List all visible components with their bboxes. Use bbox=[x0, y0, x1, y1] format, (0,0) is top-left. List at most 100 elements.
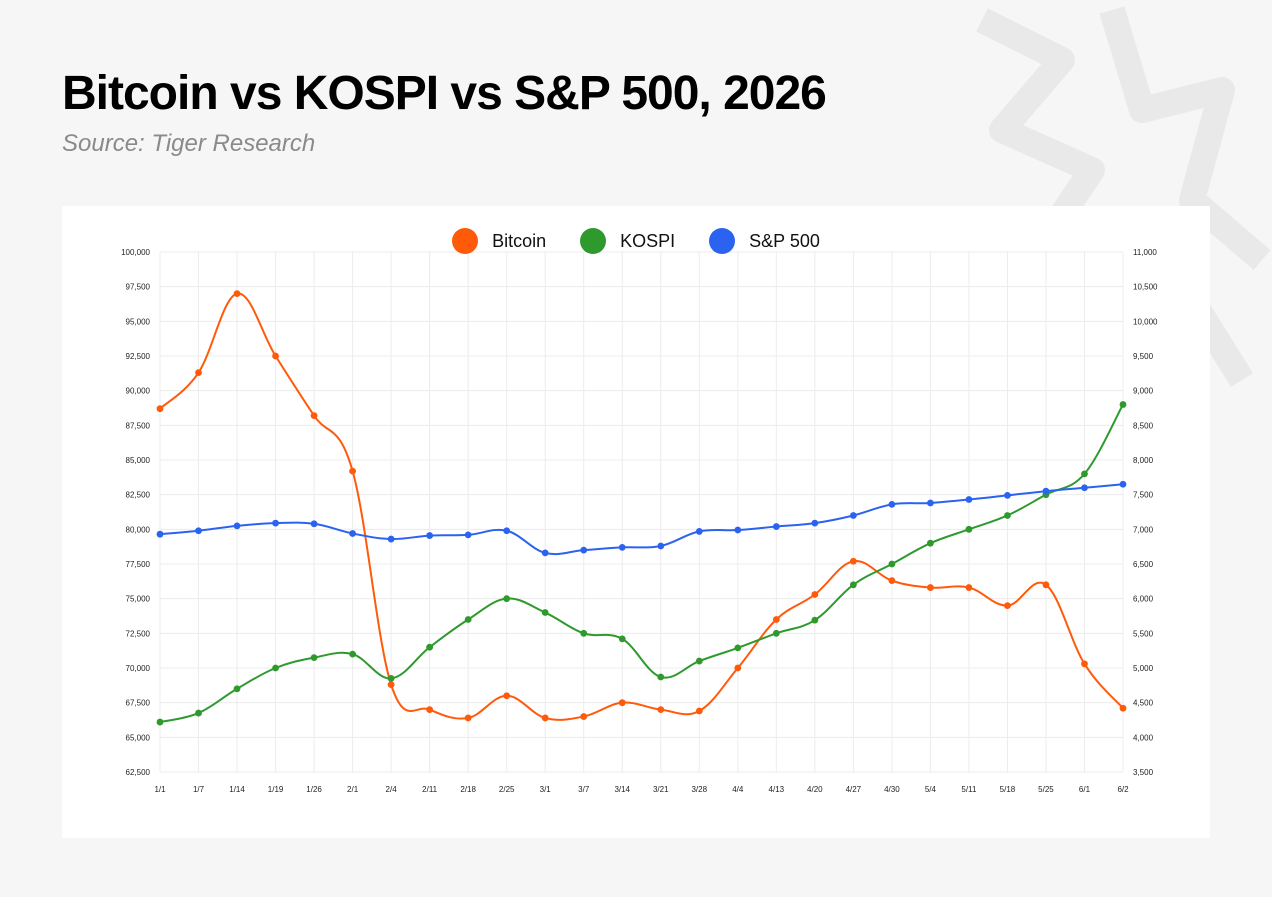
data-point-bitcoin bbox=[1119, 704, 1127, 712]
data-point-kospi bbox=[1081, 470, 1088, 478]
data-point-s-p-500 bbox=[156, 530, 164, 538]
x-axis-tick-label: 3/7 bbox=[578, 785, 590, 794]
data-point-bitcoin bbox=[1081, 660, 1088, 668]
data-point-s-p-500 bbox=[888, 500, 896, 508]
right-axis-tick-label: 8,500 bbox=[1133, 421, 1154, 430]
data-point-s-p-500 bbox=[464, 531, 472, 539]
data-point-s-p-500 bbox=[772, 523, 780, 530]
x-axis-tick-label: 1/19 bbox=[268, 785, 284, 794]
x-axis-tick-label: 2/18 bbox=[460, 785, 476, 794]
legend-swatch-kospi bbox=[580, 228, 607, 254]
data-point-s-p-500 bbox=[849, 512, 857, 519]
right-axis-tick-label: 4,000 bbox=[1133, 733, 1154, 742]
x-axis-tick-label: 3/28 bbox=[691, 785, 707, 794]
data-point-s-p-500 bbox=[657, 542, 665, 550]
right-axis-tick-label: 5,500 bbox=[1133, 629, 1154, 638]
data-point-bitcoin bbox=[1042, 581, 1050, 589]
line-chart: 62,500 65,000 67,500 70,000 72,500 75,000 77,5… bbox=[121, 248, 1158, 794]
page-title: Bitcoin vs KOSPI vs S&P 500, 2026 bbox=[62, 67, 827, 120]
data-point-kospi bbox=[464, 616, 472, 623]
data-point-bitcoin bbox=[927, 584, 934, 591]
data-point-s-p-500 bbox=[965, 496, 973, 503]
left-axis-tick-label: 100,000 bbox=[121, 248, 150, 257]
data-point-bitcoin bbox=[580, 713, 588, 720]
data-point-bitcoin bbox=[156, 405, 164, 413]
data-point-kospi bbox=[1004, 512, 1011, 519]
data-point-kospi bbox=[772, 629, 780, 637]
left-axis-tick-label: 87,500 bbox=[126, 421, 151, 430]
data-point-s-p-500 bbox=[734, 526, 742, 534]
data-point-bitcoin bbox=[272, 352, 279, 360]
data-point-kospi bbox=[657, 673, 665, 681]
x-axis-tick-label: 2/11 bbox=[422, 785, 438, 794]
x-axis-tick-label: 6/1 bbox=[1079, 785, 1091, 794]
x-axis-tick-label: 5/11 bbox=[961, 785, 977, 794]
data-point-s-p-500 bbox=[1119, 480, 1127, 488]
x-axis-tick-label: 1/1 bbox=[154, 785, 166, 794]
data-point-bitcoin bbox=[541, 714, 549, 722]
left-axis-tick-label: 75,000 bbox=[126, 595, 151, 604]
data-point-s-p-500 bbox=[811, 519, 819, 527]
right-axis-tick-label: 5,000 bbox=[1133, 664, 1154, 673]
data-point-s-p-500 bbox=[1042, 487, 1050, 495]
legend-item-bitcoin[interactable]: Bitcoin bbox=[452, 228, 546, 254]
data-point-kospi bbox=[965, 525, 973, 533]
legend-swatch-sp500 bbox=[709, 228, 736, 254]
legend-item-kospi[interactable]: KOSPI bbox=[580, 228, 675, 254]
left-axis-tick-label: 70,000 bbox=[126, 664, 151, 673]
data-point-s-p-500 bbox=[272, 519, 279, 527]
data-point-s-p-500 bbox=[580, 546, 588, 554]
x-axis-tick-label: 2/4 bbox=[386, 785, 398, 794]
right-axis-tick-label: 7,000 bbox=[1133, 525, 1154, 534]
left-axis-tick-label: 77,500 bbox=[126, 560, 151, 569]
data-point-bitcoin bbox=[849, 557, 857, 565]
data-point-bitcoin bbox=[811, 591, 819, 598]
data-point-s-p-500 bbox=[233, 522, 241, 530]
right-axis-tick-label: 6,000 bbox=[1133, 595, 1154, 604]
data-point-kospi bbox=[541, 609, 549, 616]
data-point-bitcoin bbox=[310, 412, 318, 420]
data-point-kospi bbox=[927, 539, 934, 547]
x-axis-tick-label: 3/1 bbox=[540, 785, 552, 794]
data-point-s-p-500 bbox=[195, 527, 202, 535]
data-point-s-p-500 bbox=[927, 499, 934, 507]
data-point-kospi bbox=[503, 595, 511, 603]
legend-label-kospi: KOSPI bbox=[620, 230, 676, 251]
x-axis-tick-label: 4/27 bbox=[846, 785, 862, 794]
data-point-kospi bbox=[811, 616, 819, 624]
data-point-kospi bbox=[233, 685, 241, 693]
data-point-bitcoin bbox=[426, 706, 434, 713]
data-point-kospi bbox=[387, 675, 395, 682]
x-axis-tick-label: 3/14 bbox=[614, 785, 630, 794]
data-point-kospi bbox=[195, 709, 202, 717]
data-point-kospi bbox=[849, 581, 857, 589]
data-point-s-p-500 bbox=[541, 549, 549, 557]
right-axis-tick-label: 6,500 bbox=[1133, 560, 1154, 569]
data-point-bitcoin bbox=[657, 706, 665, 713]
right-axis-tick-label: 11,000 bbox=[1133, 248, 1157, 257]
data-point-kospi bbox=[1119, 401, 1127, 408]
data-point-bitcoin bbox=[618, 699, 626, 707]
right-axis-tick-label: 10,000 bbox=[1133, 317, 1158, 326]
x-axis-tick-label: 1/14 bbox=[229, 785, 245, 794]
data-point-bitcoin bbox=[349, 467, 356, 475]
data-point-kospi bbox=[888, 560, 896, 568]
data-point-bitcoin bbox=[888, 577, 896, 585]
data-point-kospi bbox=[580, 629, 588, 637]
source-subtitle: Source: Tiger Research bbox=[62, 130, 316, 157]
left-axis-tick-label: 90,000 bbox=[126, 387, 151, 396]
x-axis-tick-label: 4/30 bbox=[884, 785, 900, 794]
data-point-s-p-500 bbox=[310, 520, 318, 528]
chart-legend: Bitcoin KOSPI S&P 500 bbox=[62, 228, 1210, 254]
legend-label-bitcoin: Bitcoin bbox=[492, 230, 547, 251]
left-axis-tick-label: 82,500 bbox=[126, 491, 151, 500]
data-point-s-p-500 bbox=[426, 532, 434, 539]
data-point-bitcoin bbox=[233, 290, 241, 297]
legend-item-sp500[interactable]: S&P 500 bbox=[709, 228, 820, 254]
data-point-s-p-500 bbox=[1004, 491, 1011, 499]
data-point-s-p-500 bbox=[503, 527, 511, 535]
series-line-kospi bbox=[159, 404, 1124, 724]
x-axis-tick-label: 5/25 bbox=[1038, 785, 1054, 794]
x-axis-tick-label: 2/1 bbox=[347, 785, 359, 794]
x-axis-tick-label: 5/4 bbox=[925, 785, 937, 794]
